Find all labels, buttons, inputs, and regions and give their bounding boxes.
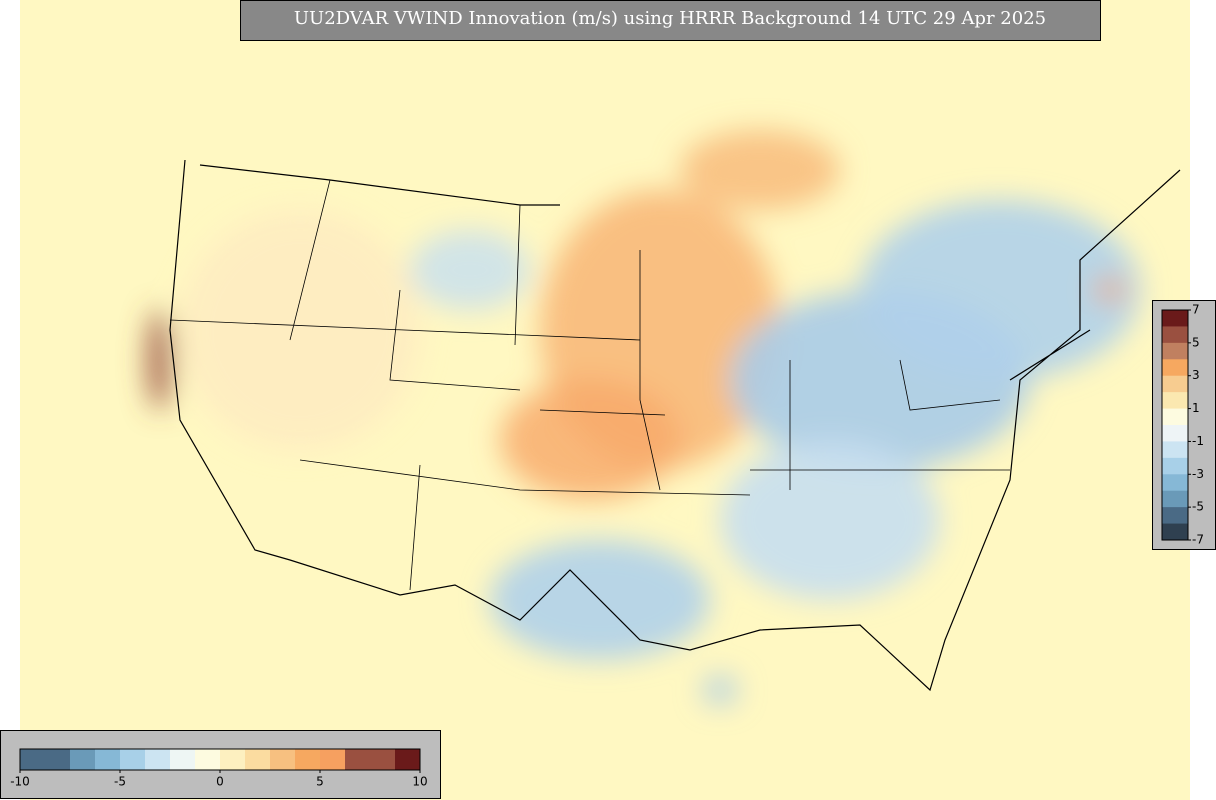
colorbar-frame [1161, 309, 1189, 541]
colorbar-tick-label: -3 [1192, 467, 1204, 481]
map [20, 0, 1190, 800]
state-borders [169, 179, 1010, 591]
colorbar-segment [1162, 392, 1188, 410]
colorbar-horizontal: -10 -5 0 5 10 [10, 748, 428, 789]
colorbar-segment [45, 749, 71, 770]
colorbar-segment [345, 749, 371, 770]
colorbar-segment [220, 749, 246, 770]
colorbar-segment [1162, 441, 1188, 459]
colorbar-tick-label: 3 [1192, 368, 1200, 382]
colorbar-segment [70, 749, 96, 770]
colorbar-segment [1162, 326, 1188, 344]
coastline [169, 159, 1181, 692]
colorbar-vertical: 7 5 3 1 -1 -3 -5 -7 [1161, 303, 1204, 547]
colorbar-tick-label: 5 [1192, 335, 1200, 349]
colorbar-tick-label: -1 [1192, 434, 1204, 448]
colorbar-tick-label: 5 [316, 775, 324, 789]
title-box [240, 0, 1101, 41]
colorbar-segment [20, 749, 46, 770]
colorbar-tick-label: -7 [1192, 533, 1204, 547]
colorbar-segment [95, 749, 121, 770]
colorbar-tick-label: -10 [10, 775, 30, 789]
colorbar-tick-label: 0 [216, 775, 224, 789]
colorbar-tick-label: -5 [114, 775, 126, 789]
colorbar-segment [1162, 507, 1188, 525]
colorbar-tick-label: 1 [1192, 401, 1200, 415]
colorbar-tick-label: 7 [1192, 303, 1200, 317]
colorbar-segment [395, 749, 421, 770]
colorbar-segment [120, 749, 146, 770]
colorbar-segment [270, 749, 296, 770]
colorbar-segment [320, 749, 346, 770]
colorbar-segment [1162, 375, 1188, 393]
colorbar-segment [245, 749, 271, 770]
colorbar-segment [1162, 490, 1188, 508]
colorbar-segment [1162, 359, 1188, 377]
colorbar-segment [1162, 342, 1188, 360]
colorbar-segment [1162, 408, 1188, 426]
colorbar-segment [170, 749, 196, 770]
colorbar-segment [1162, 474, 1188, 492]
colorbar-segment [370, 749, 396, 770]
title: UU2DVAR VWIND Innovation (m/s) using HRR… [294, 8, 1046, 29]
colorbar-segment [1162, 310, 1188, 327]
colorbar-segment [1162, 457, 1188, 475]
colorbar-segment [195, 749, 221, 770]
colorbar-segment [1162, 523, 1188, 541]
colorbar-tick-label: -5 [1192, 500, 1204, 514]
colorbar-segment [295, 749, 321, 770]
colorbar-segment [1162, 425, 1188, 442]
colorbar-segment [145, 749, 171, 770]
colorbar-tick-label: 10 [412, 775, 427, 789]
